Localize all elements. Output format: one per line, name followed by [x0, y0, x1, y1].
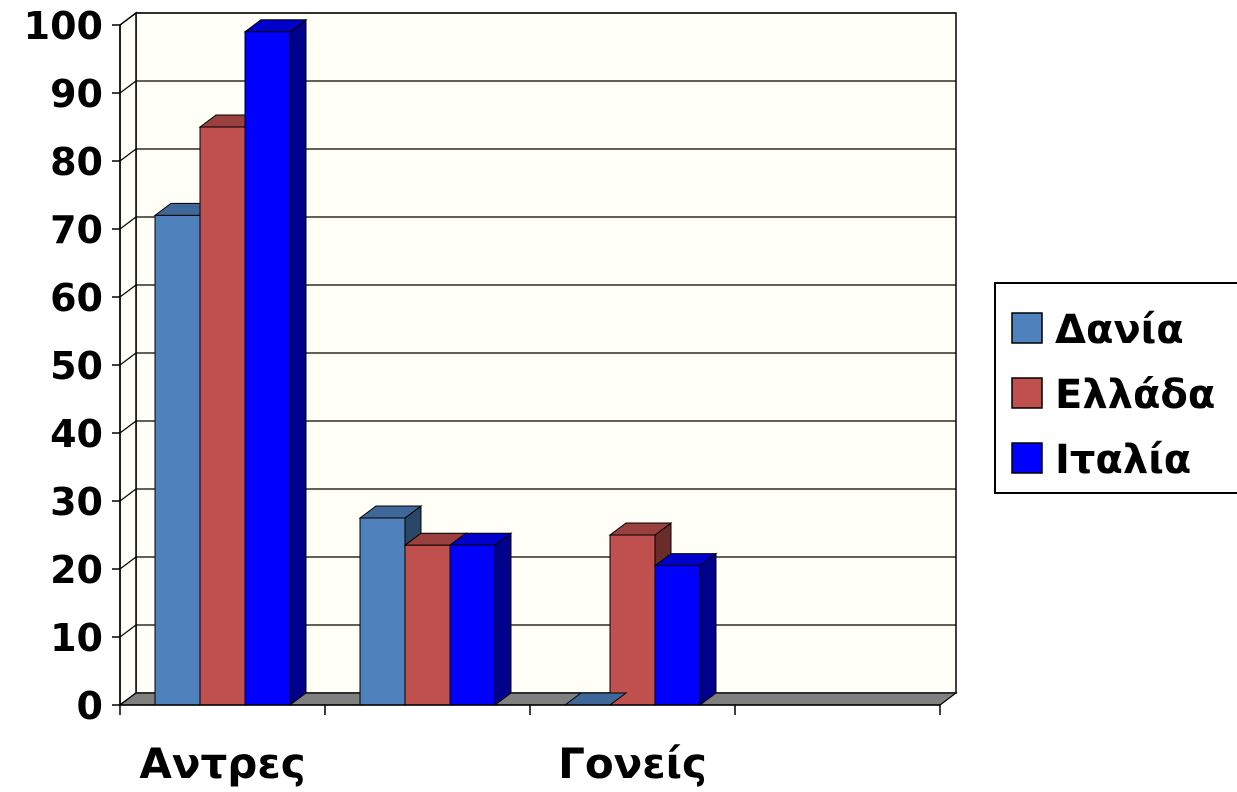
bar-front: [199, 126, 246, 706]
legend-swatch: [1011, 442, 1043, 474]
legend-label: Ιταλία: [1055, 437, 1191, 483]
bar-side: [699, 552, 717, 706]
legend-label: Δανία: [1055, 307, 1184, 353]
gridline: [119, 352, 956, 366]
legend-item: Ελλάδα: [1011, 372, 1215, 418]
legend-swatch: [1011, 312, 1043, 344]
y-tick-label: 0: [77, 684, 103, 728]
y-tick-label: 60: [50, 276, 103, 320]
y-tick-label: 20: [50, 548, 103, 592]
legend-swatch: [1011, 377, 1043, 409]
bar-front: [154, 214, 201, 706]
y-tick-label: 30: [50, 480, 103, 524]
legend-item: Ιταλία: [1011, 437, 1191, 483]
legend-label: Ελλάδα: [1055, 372, 1215, 418]
gridline: [119, 12, 956, 26]
bar: [448, 532, 513, 706]
bar-side: [494, 532, 512, 706]
y-tick-label: 100: [24, 4, 103, 48]
bar-front: [244, 31, 291, 706]
bar-side: [289, 18, 307, 706]
gridline: [119, 80, 956, 94]
bars: [153, 18, 718, 706]
gridline: [119, 148, 956, 162]
legend: Δανία Ελλάδα Ιταλία: [994, 282, 1237, 494]
gridline: [119, 420, 956, 434]
bar-front: [609, 534, 656, 706]
bar-front: [654, 565, 701, 706]
gridline: [119, 216, 956, 230]
x-tick-label: Αντρες: [139, 739, 305, 787]
y-tick-label: 70: [50, 208, 103, 252]
y-tick-label: 90: [50, 72, 103, 116]
gridline: [119, 488, 956, 502]
y-tick-label: 10: [50, 616, 103, 660]
bar-front: [449, 544, 496, 706]
legend-item: Δανία: [1011, 307, 1184, 353]
gridlines: [119, 12, 956, 638]
gridline: [119, 284, 956, 298]
bar-front: [404, 544, 451, 706]
y-tick-label: 50: [50, 344, 103, 388]
bar: [653, 552, 718, 706]
x-tick-label: Γονείς: [558, 739, 707, 787]
bar: [243, 18, 308, 706]
bar-front: [359, 517, 406, 706]
axes: 0 10 20 30 40 50 60 70 80 90 100 Αντρες Γονείς: [24, 4, 941, 788]
y-tick-label: 80: [50, 140, 103, 184]
y-tick-label: 40: [50, 412, 103, 456]
